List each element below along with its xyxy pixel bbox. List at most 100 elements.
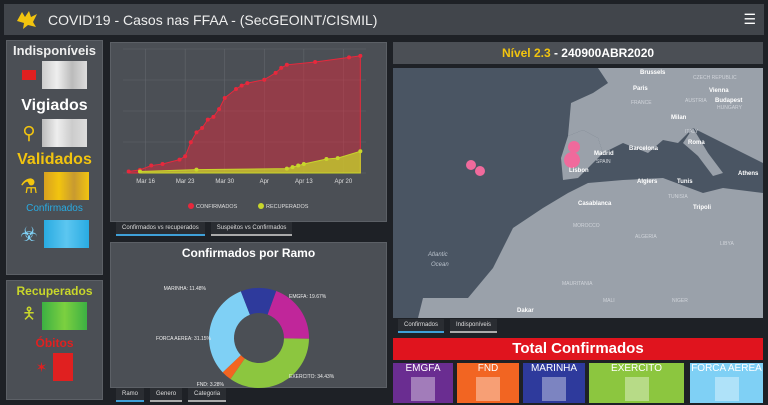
x-tick-label: Mar 23 <box>176 179 195 185</box>
pie-label: FND: 3.28% <box>197 382 225 388</box>
map-marker-lisbon[interactable] <box>564 152 580 168</box>
map-label: Ocean <box>431 262 449 268</box>
map-label: CZECH REPUBLIC <box>693 75 737 81</box>
tab-ramo[interactable]: Ramo <box>116 388 145 402</box>
pie-slice-fnd[interactable] <box>222 355 245 380</box>
x-tick-label: Apr <box>260 179 269 185</box>
data-point <box>273 70 278 75</box>
card-value <box>411 377 435 401</box>
data-point <box>234 86 239 91</box>
card-label: FND <box>477 363 499 374</box>
data-point <box>290 165 295 170</box>
map[interactable]: Brussels Paris FRANCE CZECH REPUBLIC Vienna A… <box>393 68 763 318</box>
card-label: EMGFA <box>405 363 441 374</box>
hamburger-icon[interactable]: ☰ <box>743 11 756 27</box>
card-value <box>624 377 649 401</box>
pie-slice-emgfa[interactable] <box>267 291 309 339</box>
total-card-emgfa[interactable]: EMGFA <box>393 363 453 403</box>
outcome-panel: Recuperados 🯅 Óbitos ✶ <box>6 280 103 400</box>
total-card-forca-aerea[interactable]: FORCA AEREA <box>690 363 763 403</box>
data-point <box>284 62 289 67</box>
data-point <box>239 83 244 88</box>
data-point <box>222 95 227 100</box>
data-point <box>205 117 210 122</box>
confirmados-label: Confirmados <box>26 203 83 214</box>
line-chart: Mar 16 Mar 23 Mar 30 Apr Apr 13 Apr 20 CONFIRM… <box>123 48 366 210</box>
total-card-exercito[interactable]: EXERCITO <box>589 363 684 403</box>
app-title: COVID'19 - Casos nas FFAA - (SecGEOINT/C… <box>48 11 378 28</box>
legend-marker <box>258 203 264 209</box>
tab-categoria[interactable]: Categoria <box>188 388 227 402</box>
obitos-value <box>53 353 74 381</box>
line-chart-tabs: Confirmados vs recuperados Suspeitos vs … <box>116 222 293 236</box>
data-point <box>296 163 301 168</box>
recuperados-label: Recuperados <box>16 284 93 298</box>
vigiados-label: Vigiados <box>21 97 88 114</box>
map-label: AUSTRIA <box>685 98 707 104</box>
data-point <box>194 130 199 135</box>
data-point <box>358 149 363 154</box>
legend-label: RECUPERADOS <box>266 204 309 210</box>
data-point <box>149 163 154 168</box>
data-point <box>188 140 193 145</box>
x-tick-label: Mar 30 <box>215 179 234 185</box>
data-point <box>262 77 267 82</box>
legend-marker <box>188 203 194 209</box>
map-label: ALGERIA <box>635 234 657 240</box>
level-label: Nível 2.3 <box>501 46 551 60</box>
card-label: MARINHA <box>530 363 578 374</box>
map-label: NIGER <box>672 298 688 304</box>
total-card-marinha[interactable]: MARINHA <box>523 363 585 403</box>
x-tick-label: Apr 20 <box>335 179 353 185</box>
map-label: Tunis <box>677 179 693 185</box>
map-label: Budapest <box>715 98 743 104</box>
data-point <box>160 162 165 167</box>
pie-slice-marinha[interactable] <box>240 288 277 315</box>
tab-genero[interactable]: Genero <box>150 388 183 402</box>
flask-icon: ⚗ <box>20 175 38 198</box>
pie-label: EXERCITO: 34.43% <box>289 374 335 380</box>
indisponiveis-label: Indisponíveis <box>12 43 97 58</box>
map-label: HUNGARY <box>717 105 742 111</box>
map-label: MOROCCO <box>573 223 600 229</box>
tab-confirmados-vs-recuperados[interactable]: Confirmados vs recuperados <box>116 222 205 236</box>
unavailable-icon <box>22 70 36 80</box>
map-label: Barcelona <box>629 146 659 152</box>
logo-icon <box>17 10 37 29</box>
pie-slice-exercito[interactable] <box>230 338 309 388</box>
tab-map-confirmados[interactable]: Confirmados <box>398 319 445 333</box>
data-point <box>324 157 329 162</box>
validados-value <box>43 172 89 200</box>
map-label: Dakar <box>517 308 534 314</box>
pie-chart-title: Confirmados por Ramo <box>181 246 316 260</box>
total-confirmados-banner: Total Confirmados <box>393 338 763 360</box>
map-marker-porto[interactable] <box>568 141 580 153</box>
pie-label: MARINHA: 11.48% <box>164 286 207 292</box>
card-value <box>714 377 739 401</box>
series-area-recuperados <box>139 150 361 174</box>
data-point <box>284 166 289 171</box>
app-header: COVID'19 - Casos nas FFAA - (SecGEOINT/C… <box>4 4 764 35</box>
confirmados-value <box>43 220 89 248</box>
data-point <box>137 169 142 174</box>
data-point <box>194 167 199 172</box>
data-point <box>279 65 284 70</box>
data-point <box>200 126 205 131</box>
pie-slice-forca-aerea[interactable] <box>209 291 250 373</box>
tab-suspeitos-vs-confirmados[interactable]: Suspeitos vs Confirmados <box>210 222 293 236</box>
map-marker-azores-1[interactable] <box>466 160 476 170</box>
x-tick-label: Mar 16 <box>136 179 155 185</box>
tab-map-indisponiveis[interactable]: Indisponíveis <box>450 319 498 333</box>
map-label: SPAIN <box>596 159 611 165</box>
card-label: FORCA AEREA <box>691 363 762 374</box>
data-point <box>126 169 131 174</box>
x-tick-label: Apr 13 <box>295 179 313 185</box>
map-label: MAURITANIA <box>562 281 593 287</box>
data-point <box>313 60 318 65</box>
pie-chart-panel: Confirmados por Ramo EMGFA: 19.67% EXERCI… <box>110 242 387 388</box>
map-label: ITALY <box>685 129 699 135</box>
search-icon: ⚲ <box>22 122 36 143</box>
person-icon: 🯅 <box>21 305 37 323</box>
total-card-fnd[interactable]: FND <box>457 363 519 403</box>
map-marker-azores-2[interactable] <box>475 166 485 176</box>
